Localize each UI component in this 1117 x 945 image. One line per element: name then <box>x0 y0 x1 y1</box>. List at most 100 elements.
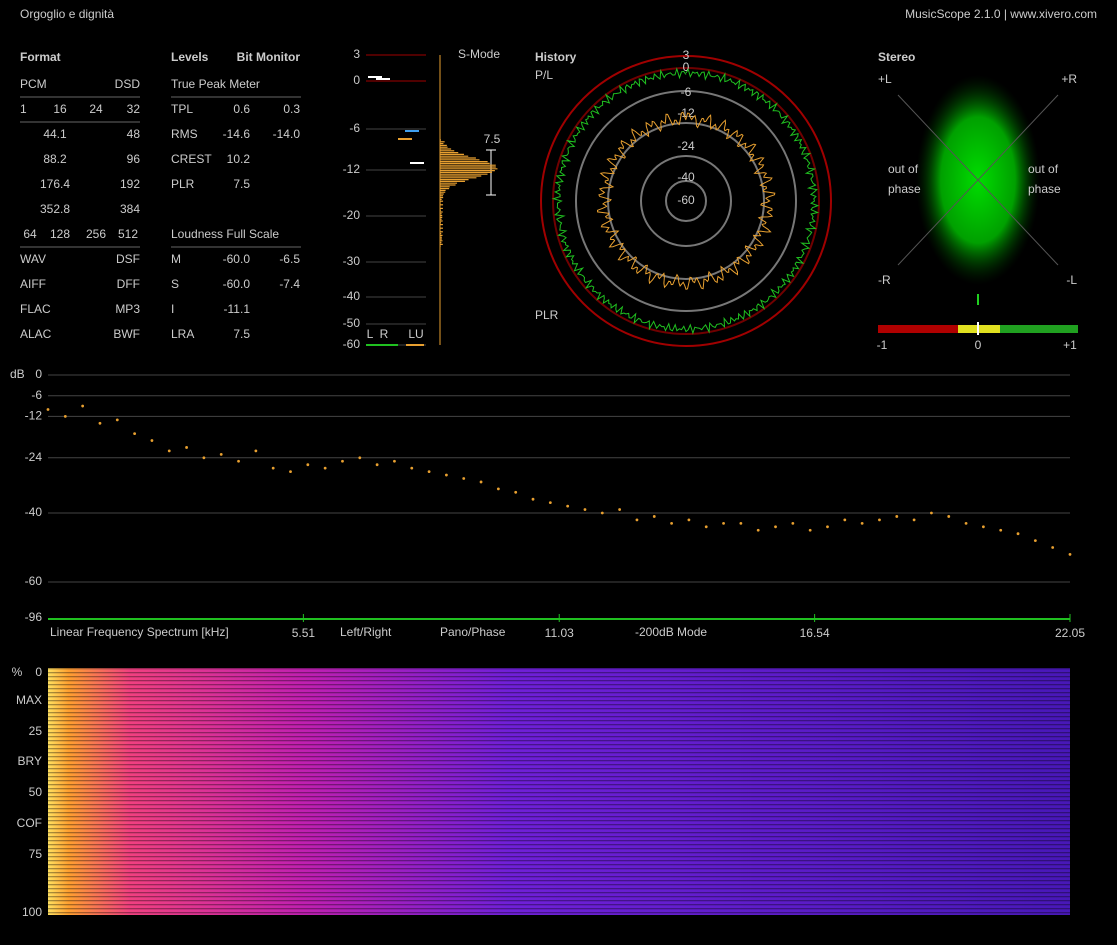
loudness-value: S <box>171 277 179 291</box>
spectrum-point <box>375 463 379 467</box>
format-item: DSF <box>116 252 140 266</box>
spectrogram-label: % <box>12 665 23 679</box>
spectrum-point <box>808 528 812 532</box>
format-item: 512 <box>118 227 138 241</box>
y-tick-label: -12 <box>25 409 43 423</box>
spectrum-point <box>826 525 829 529</box>
format-item: BWF <box>113 327 140 341</box>
spectrum-point <box>237 459 240 463</box>
spectrum-point <box>341 459 344 463</box>
format-item: DSD <box>115 77 141 91</box>
subsection-title: Loudness Full Scale <box>171 227 279 241</box>
history-scale: 0 <box>683 60 690 74</box>
section-title: History <box>535 50 577 64</box>
balance-label: -1 <box>877 338 888 352</box>
phase-label: phase <box>888 182 921 196</box>
y-tick-label: -40 <box>25 505 43 519</box>
history-ring <box>540 55 832 347</box>
spectrum-point <box>306 463 310 467</box>
spectrum-point <box>600 511 604 515</box>
y-tick-label: 0 <box>35 367 42 381</box>
spectrum-point <box>358 456 362 460</box>
spectrum-point <box>930 511 933 515</box>
spectrogram-label: COF <box>17 816 42 830</box>
spectrum-point <box>912 518 916 522</box>
loudness-value: LRA <box>171 327 194 341</box>
meter-scale: -60 <box>343 337 361 351</box>
level-value: RMS <box>171 127 198 141</box>
loudness-value: -11.1 <box>224 302 251 316</box>
spectrum-point <box>202 456 206 460</box>
meter-scale: 0 <box>353 73 360 87</box>
spectrum-point <box>1016 532 1020 536</box>
history-label: P/L <box>535 68 553 82</box>
history-peak <box>551 67 820 335</box>
spectrum-point <box>670 521 673 525</box>
lra-label: 7.5 <box>484 132 501 146</box>
spectrum-point <box>756 528 760 532</box>
meter-scale: -20 <box>343 208 361 222</box>
stereo-corner: +R <box>1061 72 1077 86</box>
spectrum-point <box>479 480 483 484</box>
spectrum-point <box>652 515 656 518</box>
x-tick-label: 22.05 <box>1055 626 1085 640</box>
format-item: 256 <box>86 227 106 241</box>
spectrogram-label: 75 <box>29 847 43 861</box>
balance-label: 0 <box>975 338 982 352</box>
mode-button[interactable]: Pano/Phase <box>440 625 506 639</box>
spectrum-point <box>531 497 535 501</box>
track-title: Orgoglio e dignità <box>20 7 114 21</box>
format-item: WAV <box>20 252 46 266</box>
spectrum-point <box>635 518 639 522</box>
stereo-cross <box>897 94 1059 266</box>
channel-label: LU <box>408 327 423 341</box>
history-plr <box>596 111 776 290</box>
phase-label: phase <box>1028 182 1061 196</box>
spectrum-point <box>289 470 292 473</box>
spectrum-point <box>185 446 188 449</box>
history-scale: 3 <box>683 48 690 62</box>
y-tick-label: -96 <box>25 610 43 624</box>
format-item: MP3 <box>115 302 140 316</box>
tab: Bit Monitor <box>237 50 301 64</box>
spectrogram-label: 50 <box>29 785 43 799</box>
history-scale: -24 <box>677 139 695 153</box>
level-value: PLR <box>171 177 195 191</box>
section-title: Stereo <box>878 50 915 64</box>
spectrum-point <box>1051 546 1055 549</box>
channel-label: L <box>367 327 374 341</box>
level-value: 0.6 <box>233 102 250 116</box>
spectrum-point <box>566 504 570 508</box>
mode-button[interactable]: Left/Right <box>340 625 392 639</box>
spectrum-point <box>791 521 795 525</box>
history-scale: -60 <box>677 193 695 207</box>
meter-scale: -30 <box>343 254 361 268</box>
format-item: DFF <box>117 277 140 291</box>
spectrum-point <box>115 418 119 422</box>
spectrogram-label: MAX <box>16 693 42 707</box>
meter-scale: -12 <box>343 162 361 176</box>
format-item: 176.4 <box>40 177 70 191</box>
spectrogram-texture <box>48 668 1070 915</box>
history-ring <box>575 90 797 312</box>
spectrum-point <box>687 518 691 522</box>
balance-label: +1 <box>1063 338 1077 352</box>
level-value: CREST <box>171 152 212 166</box>
spectrum-point <box>1068 553 1072 556</box>
spectrum-point <box>81 404 85 408</box>
spectrum-point <box>271 466 275 470</box>
loudness-value: M <box>171 252 181 266</box>
format-item: 16 <box>53 102 67 116</box>
spectrum-point <box>167 449 171 453</box>
spectrum-point <box>722 521 725 525</box>
spectrum-point <box>462 477 466 480</box>
format-item: FLAC <box>20 302 51 316</box>
loudness-value: -60.0 <box>223 252 251 266</box>
history-scale: -40 <box>677 170 695 184</box>
history-ring <box>552 67 820 335</box>
section-title: Format <box>20 50 61 64</box>
spectrum-point <box>133 432 137 436</box>
mode-button[interactable]: -200dB Mode <box>635 625 707 639</box>
level-value: -14.0 <box>273 127 301 141</box>
